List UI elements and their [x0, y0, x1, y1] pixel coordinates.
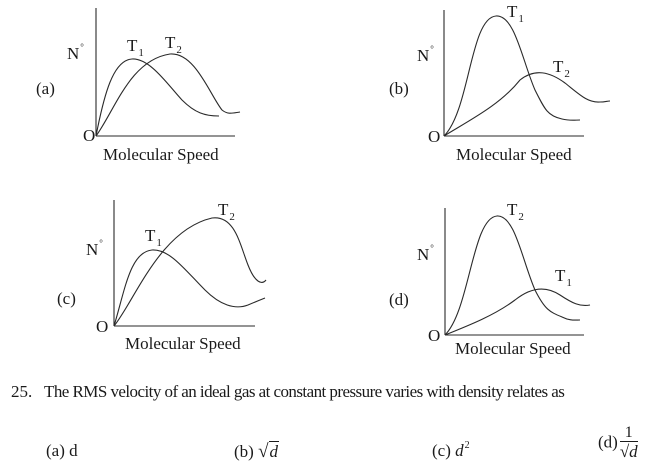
graph-c-curve-label-t2: T2 — [218, 200, 235, 223]
graph-d-origin-label: O — [428, 326, 441, 345]
graph-c-curve-t2 — [113, 217, 267, 327]
graph-c-curve-label-t1: T1 — [145, 226, 162, 249]
graph-a-origin-label: O — [83, 126, 96, 145]
fraction-denominator: √d — [619, 441, 638, 461]
option-d-label: (d) — [598, 432, 618, 452]
graph-d-x-axis-label: Molecular Speed — [455, 339, 571, 358]
graph-a-x-axis-label: Molecular Speed — [103, 145, 219, 164]
graph-d-option-label: (d) — [389, 290, 409, 309]
option-b-label: (b) — [234, 442, 254, 461]
graph-b-y-axis-label: N° — [417, 44, 434, 65]
option-c-label: (c) — [432, 441, 451, 460]
graph-b-origin-label: O — [428, 127, 441, 146]
graph-a-curve-label-t2: T2 — [165, 33, 182, 56]
fraction: 1 √d — [619, 424, 638, 461]
graph-d-curve-label-t1: T1 — [555, 266, 572, 289]
graph-d-curve-t2 — [444, 215, 581, 336]
graph-b-x-axis-label: Molecular Speed — [456, 145, 572, 164]
graph-d-y-axis-label: N° — [417, 243, 434, 264]
question-number: 25. — [11, 382, 33, 401]
graph-a-axes — [95, 8, 235, 137]
graph-b-axes — [443, 10, 584, 137]
option-a-label: (a) — [46, 441, 65, 460]
option-c-expr: d — [455, 441, 464, 460]
graph-b-curve-t2 — [443, 72, 611, 137]
option-d[interactable]: (d) 1 √d — [598, 424, 638, 461]
graph-a-curve-label-t1: T1 — [127, 36, 144, 59]
option-b[interactable]: (b) √d — [234, 441, 280, 463]
graph-b-curve-label-t1: T1 — [507, 2, 524, 25]
option-a-expr: d — [69, 441, 78, 460]
radical-icon: √ — [258, 441, 269, 462]
radical-icon: √ — [619, 442, 630, 461]
graph-a-curve-t1 — [95, 58, 220, 137]
graph-b-curve-label-t2: T2 — [553, 57, 570, 80]
graph-a-option-label: (a) — [36, 79, 55, 98]
graph-a-curve-t2 — [95, 53, 241, 137]
question-text: The RMS velocity of an ideal gas at cons… — [44, 382, 565, 401]
graph-d-axes — [444, 208, 584, 336]
graph-c-curve-t1 — [113, 249, 266, 327]
graph-c-origin-label: O — [96, 317, 109, 336]
graph-c-option-label: (c) — [57, 289, 76, 308]
graph-b-option-label: (b) — [389, 79, 409, 98]
graph-d-curve-label-t2: T2 — [507, 200, 524, 223]
option-a[interactable]: (a) d — [46, 441, 78, 461]
graph-c-y-axis-label: N° — [86, 238, 103, 259]
fraction-numerator: 1 — [624, 424, 633, 441]
graph-c-axes — [113, 200, 255, 327]
option-c[interactable]: (c) d2 — [432, 440, 470, 461]
graph-c-x-axis-label: Molecular Speed — [125, 334, 241, 353]
sqrt-expression: √d — [258, 441, 280, 462]
graph-d-curve-t1 — [444, 288, 591, 336]
option-c-power: 2 — [464, 440, 470, 451]
graph-b-curve-t1 — [443, 15, 581, 137]
graph-a-y-axis-label: N° — [67, 42, 84, 63]
